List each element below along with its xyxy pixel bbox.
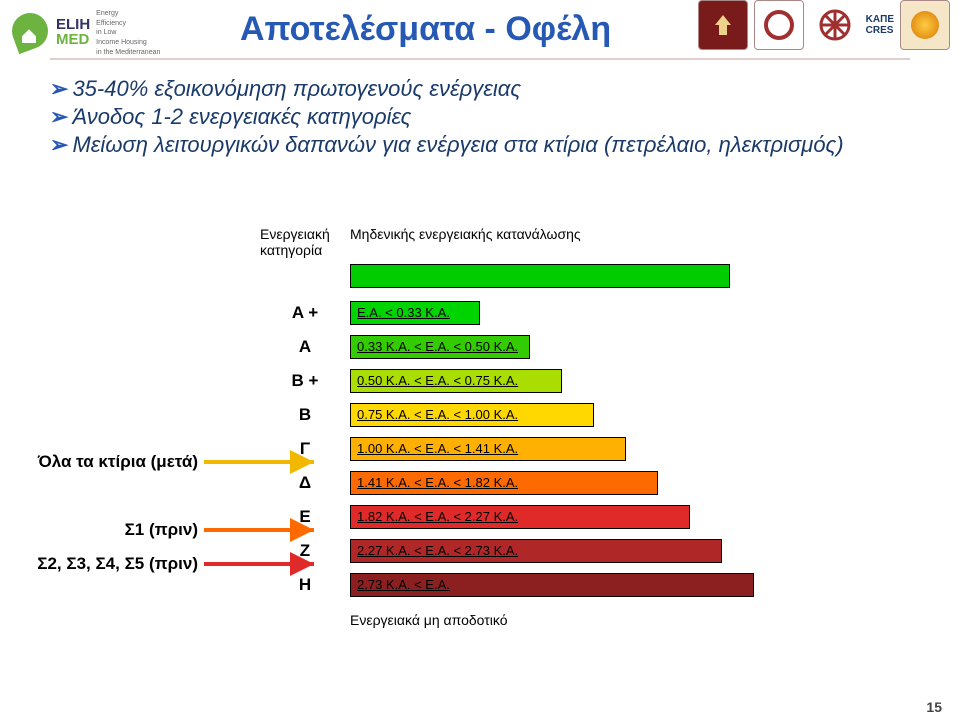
partner-logo-3 <box>810 0 860 50</box>
red-circle-icon <box>764 10 794 40</box>
pointer-s2345-before: Σ2, Σ3, Σ4, Σ5 (πριν) <box>18 552 324 576</box>
project-name-bottom: MED <box>56 32 90 47</box>
category-label: B + <box>260 371 350 391</box>
tagline-5: in the Mediterranean <box>96 49 160 57</box>
energy-bar: 2.27 K.A. < E.A. < 2.73 K.A. <box>350 539 722 563</box>
chevron-right-icon: ➢ <box>50 132 68 157</box>
partner-logo-2 <box>754 0 804 50</box>
pointer-2-label: Σ1 (πριν) <box>18 520 198 540</box>
energy-row: Z2.27 K.A. < E.A. < 2.73 K.A. <box>260 534 920 568</box>
cres-label: CRES <box>866 25 894 36</box>
energy-bar: 1.41 K.A. < E.A. < 1.82 K.A. <box>350 471 658 495</box>
pointer-all-after: Όλα τα κτίρια (μετά) <box>18 450 324 474</box>
partner-logos: ΚΑΠΕ CRES <box>698 0 950 50</box>
bullet-3-text: Μείωση λειτουργικών δαπανών για ενέργεια… <box>72 132 843 157</box>
energy-row: E1.82 K.A. < E.A. < 2.27 K.A. <box>260 500 920 534</box>
title-underline <box>50 58 910 60</box>
kape-cres-text: ΚΑΠΕ CRES <box>866 14 894 36</box>
energy-bar: 1.82 K.A. < E.A. < 2.27 K.A. <box>350 505 690 529</box>
page-number: 15 <box>926 699 942 715</box>
category-label: A + <box>260 303 350 323</box>
energy-bar: 2.73 K.A. < E.A. <box>350 573 754 597</box>
bullet-2-text: Άνοδος 1-2 ενεργειακές κατηγορίες <box>72 104 411 129</box>
energy-bar: 1.00 K.A. < E.A. < 1.41 K.A. <box>350 437 626 461</box>
chart-col2-header: Μηδενικής ενεργειακής κατανάλωσης <box>350 226 581 258</box>
energy-row: A +E.A. < 0.33 K.A. <box>260 296 920 330</box>
pointer-3-label: Σ2, Σ3, Σ4, Σ5 (πριν) <box>18 554 198 574</box>
energy-bar: 0.75 K.A. < E.A. < 1.00 K.A. <box>350 403 594 427</box>
category-label: Δ <box>260 473 350 493</box>
category-label: B <box>260 405 350 425</box>
energy-row: H2.73 K.A. < E.A. <box>260 568 920 602</box>
energy-bar: 0.50 K.A. < E.A. < 0.75 K.A. <box>350 369 562 393</box>
page-title: Αποτελέσματα - Οφέλη <box>240 10 611 49</box>
tagline-1: Energy <box>96 10 160 18</box>
project-name-top: ELIH <box>56 17 90 32</box>
kape-label: ΚΑΠΕ <box>866 14 894 25</box>
tagline-3: in Low <box>96 29 160 37</box>
chevron-right-icon: ➢ <box>50 104 68 129</box>
bullet-1: ➢35-40% εξοικονόμηση πρωτογενούς ενέργει… <box>50 76 844 102</box>
energy-row: B +0.50 K.A. < E.A. < 0.75 K.A. <box>260 364 920 398</box>
arrow-right-icon <box>204 552 324 576</box>
category-label: A <box>260 337 350 357</box>
energy-bar: 0.33 K.A. < E.A. < 0.50 K.A. <box>350 335 530 359</box>
bullet-2: ➢Άνοδος 1-2 ενεργειακές κατηγορίες <box>50 104 844 130</box>
elih-leaf-icon <box>10 11 52 53</box>
energy-bar: E.A. < 0.33 K.A. <box>350 301 480 325</box>
chevron-right-icon: ➢ <box>50 76 68 101</box>
pointer-s1-before: Σ1 (πριν) <box>18 518 324 542</box>
arrow-right-icon <box>204 450 324 474</box>
logo-elih-med: ELIH MED Energy Efficiency in Low Income… <box>10 8 160 56</box>
tagline-2: Efficiency <box>96 20 160 28</box>
arrow-right-icon <box>204 518 324 542</box>
energy-row: B0.75 K.A. < E.A. < 1.00 K.A. <box>260 398 920 432</box>
partner-logo-4 <box>900 0 950 50</box>
energy-row: Δ1.41 K.A. < E.A. < 1.82 K.A. <box>260 466 920 500</box>
energy-row: A0.33 K.A. < E.A. < 0.50 K.A. <box>260 330 920 364</box>
partner-logo-1 <box>698 0 748 50</box>
chart-top-green-bar <box>350 264 730 288</box>
striped-circle-icon <box>817 7 853 43</box>
bullet-list: ➢35-40% εξοικονόμηση πρωτογενούς ενέργει… <box>50 76 844 160</box>
bullet-1-text: 35-40% εξοικονόμηση πρωτογενούς ενέργεια… <box>72 76 521 101</box>
chart-bottom-label: Ενεργειακά μη αποδοτικό <box>350 612 920 628</box>
energy-row: Γ1.00 K.A. < E.A. < 1.41 K.A. <box>260 432 920 466</box>
energy-category-chart: Ενεργειακή κατηγορία Μηδενικής ενεργειακ… <box>260 226 920 628</box>
orange-sun-icon <box>911 11 939 39</box>
tagline-4: Income Housing <box>96 39 160 47</box>
pointer-1-label: Όλα τα κτίρια (μετά) <box>18 452 198 472</box>
chart-col1-header: Ενεργειακή κατηγορία <box>260 226 350 258</box>
category-label: H <box>260 575 350 595</box>
bullet-3: ➢Μείωση λειτουργικών δαπανών για ενέργει… <box>50 132 844 158</box>
